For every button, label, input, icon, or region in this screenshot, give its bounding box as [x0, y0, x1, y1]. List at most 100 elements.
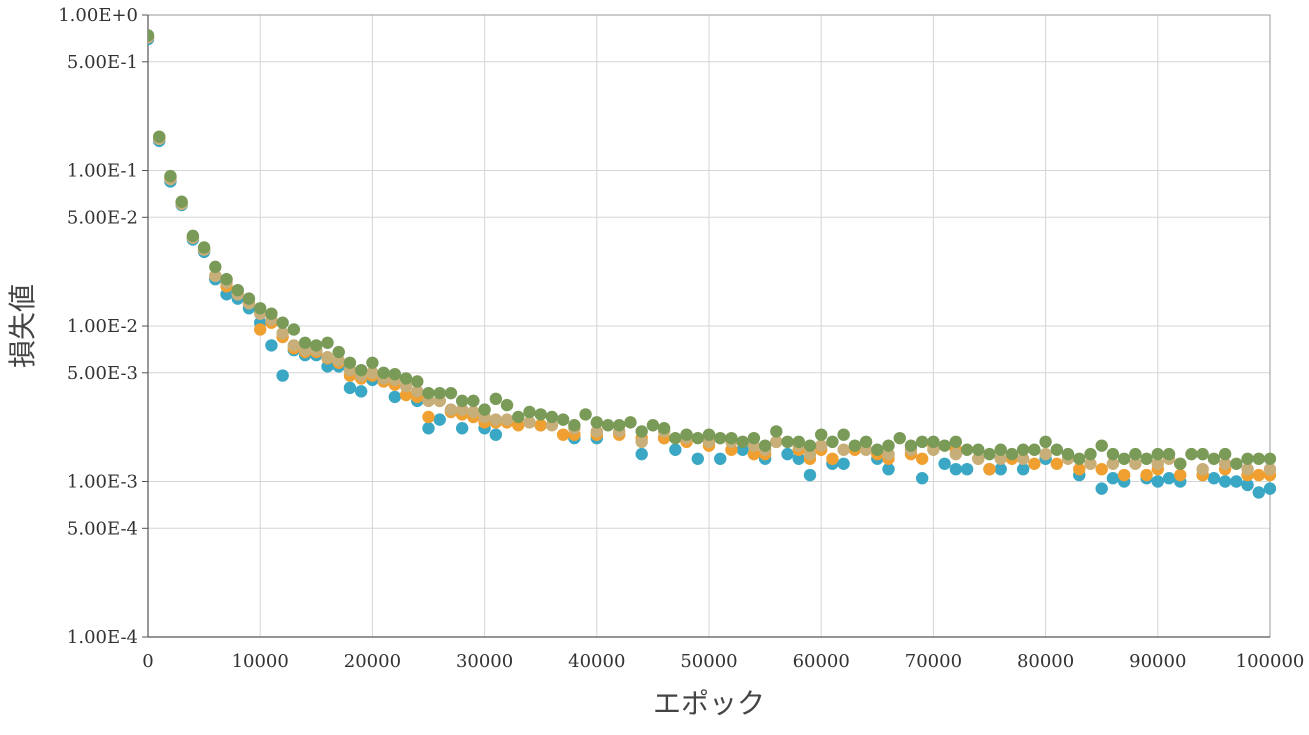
x-tick-label: 60000: [793, 651, 850, 672]
x-axis-title: エポック: [653, 687, 765, 720]
data-point: [399, 388, 413, 402]
data-point: [545, 410, 559, 424]
data-point: [1117, 452, 1131, 465]
data-point: [287, 339, 301, 352]
data-point: [444, 403, 458, 416]
y-tick-label: 5.00E-1: [67, 52, 138, 73]
data-point: [1252, 468, 1265, 482]
x-tick-label: 80000: [1017, 651, 1074, 672]
data-point: [276, 369, 289, 382]
data-point: [792, 452, 805, 465]
data-point: [287, 323, 301, 336]
data-point: [994, 452, 1007, 465]
data-point: [534, 419, 547, 432]
data-point: [669, 431, 682, 445]
data-point: [343, 356, 357, 369]
data-point: [882, 462, 895, 476]
data-point: [321, 351, 334, 364]
data-point: [758, 439, 772, 452]
data-point: [624, 416, 637, 429]
data-point: [680, 428, 693, 441]
data-point: [366, 356, 379, 369]
data-point: [422, 410, 435, 424]
data-point: [815, 439, 828, 452]
data-point: [1174, 468, 1187, 482]
data-point: [164, 169, 177, 183]
data-point: [1106, 472, 1120, 485]
data-point: [837, 457, 850, 470]
y-tick-labels: 1.00E+0 5.00E-1 1.00E-1 5.00E-2 1.00E-2 5.00E…: [58, 5, 138, 648]
data-point: [265, 339, 278, 352]
data-point: [1252, 486, 1265, 499]
data-point: [635, 425, 648, 438]
data-point: [1151, 475, 1165, 488]
y-tick-label: 5.00E-2: [67, 207, 138, 228]
data-point: [1095, 462, 1108, 476]
data-point: [871, 443, 884, 456]
data-point: [467, 405, 480, 419]
data-point: [770, 425, 783, 438]
data-point: [343, 381, 357, 395]
data-point: [1218, 457, 1232, 470]
data-point: [276, 316, 289, 329]
data-point: [1129, 447, 1142, 461]
data-point: [1095, 439, 1108, 452]
data-point: [455, 394, 469, 408]
data-point: [1263, 482, 1276, 495]
data-point: [411, 385, 424, 398]
data-point: [422, 422, 435, 435]
data-point: [489, 413, 503, 426]
y-tick-label: 5.00E-4: [67, 518, 138, 539]
data-point: [1050, 457, 1064, 470]
data-point: [613, 419, 626, 432]
data-point: [433, 413, 446, 426]
data-point: [770, 435, 783, 449]
data-point: [949, 462, 963, 476]
data-point: [983, 462, 996, 476]
data-point: [949, 435, 963, 449]
data-point: [927, 435, 940, 449]
data-point: [859, 435, 873, 449]
x-tick-label: 70000: [905, 651, 962, 672]
data-point: [837, 443, 850, 456]
y-axis-title: 損失値: [6, 284, 39, 368]
data-point: [915, 435, 929, 449]
data-point: [579, 408, 592, 421]
data-point: [1039, 435, 1052, 449]
data-point: [1016, 443, 1030, 456]
data-point: [1230, 457, 1243, 470]
data-point: [242, 292, 256, 305]
data-point: [455, 422, 469, 435]
data-point: [736, 435, 749, 449]
data-point: [994, 462, 1007, 476]
data-point: [938, 457, 951, 470]
data-point: [848, 439, 862, 452]
data-point: [1241, 462, 1254, 476]
data-point: [781, 447, 794, 461]
data-point: [1084, 447, 1097, 461]
data-point: [500, 413, 514, 426]
x-tick-label: 20000: [344, 651, 401, 672]
data-point: [523, 416, 536, 429]
data-point: [310, 339, 323, 352]
data-point: [725, 431, 738, 445]
y-tick-label: 1.00E-2: [67, 316, 138, 337]
data-point: [960, 443, 974, 456]
data-point: [1263, 452, 1276, 465]
data-point: [949, 447, 963, 461]
data-point: [489, 428, 503, 441]
data-point: [1230, 475, 1243, 488]
data-point: [254, 302, 267, 315]
data-point: [455, 403, 469, 416]
data-points: [148, 29, 1276, 499]
data-point: [1140, 452, 1153, 465]
data-point: [197, 241, 211, 254]
data-point: [1073, 462, 1086, 476]
data-point: [433, 386, 446, 400]
data-point: [714, 452, 727, 465]
data-point: [422, 386, 435, 400]
data-point: [904, 439, 918, 452]
data-point: [915, 452, 929, 465]
data-point: [467, 394, 480, 408]
data-point: [1005, 447, 1019, 461]
